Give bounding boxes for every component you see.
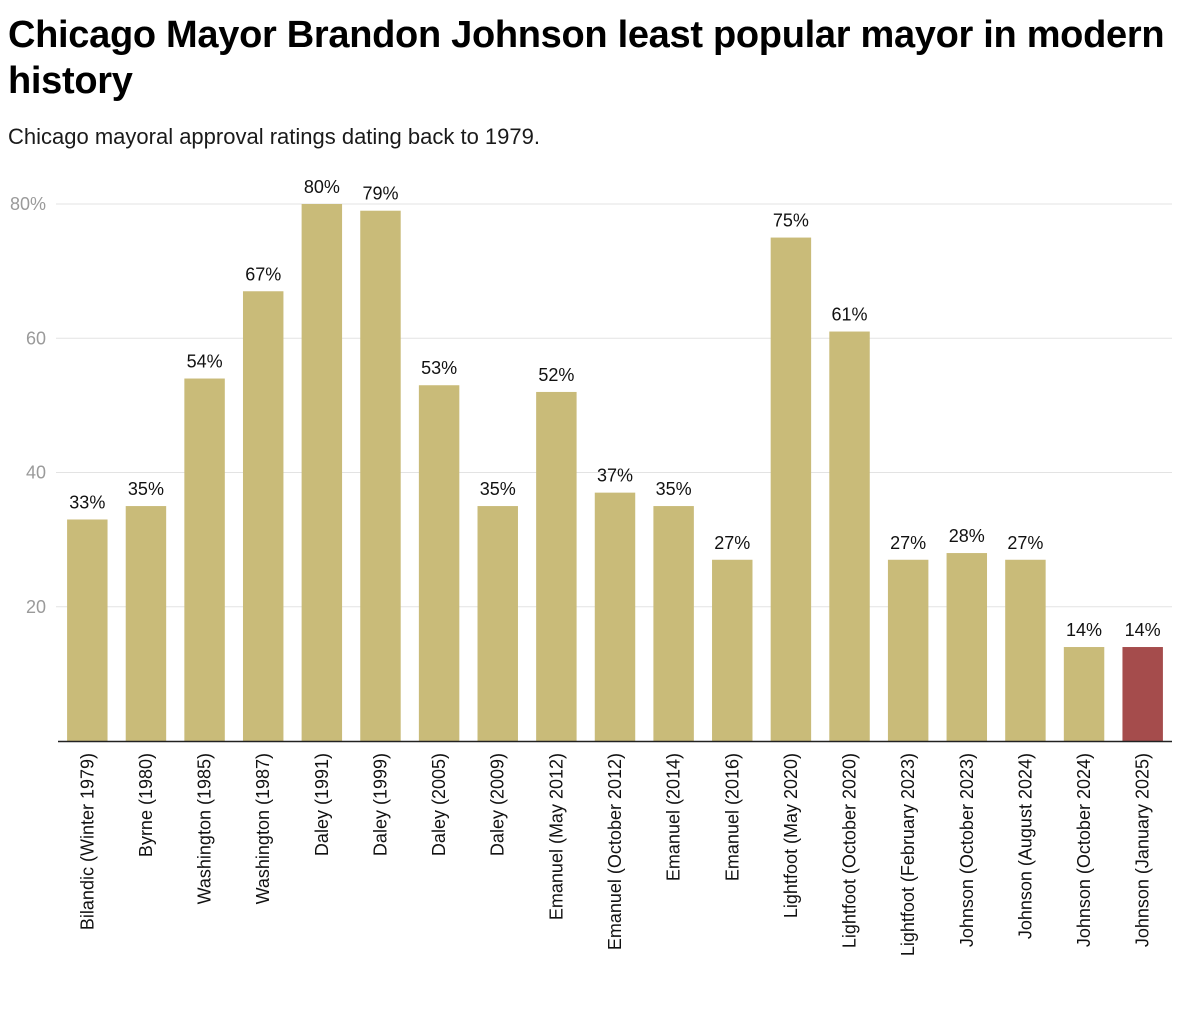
data-label: 80% <box>304 177 340 197</box>
x-tick-label: Daley (1999) <box>370 753 390 856</box>
bar <box>67 519 108 741</box>
bar <box>184 378 225 741</box>
y-tick-label: 60 <box>26 328 46 348</box>
x-axis-labels: Bilandic (Winter 1979) Byrne (1980) Washin… <box>77 753 1152 956</box>
bar <box>242 291 284 741</box>
x-tick-label: Emanuel (2014) <box>664 753 684 881</box>
x-tick-label: Emanuel (May 2012) <box>546 753 566 920</box>
data-label: 75% <box>773 211 809 231</box>
x-tick-label: Daley (2005) <box>429 753 449 856</box>
bar <box>653 506 694 741</box>
data-label: 35% <box>480 479 516 499</box>
x-tick-label: Daley (2009) <box>488 753 508 856</box>
x-tick-label: Emanuel (October 2012) <box>605 753 625 950</box>
x-tick-label: Lightfoot (May 2020) <box>781 753 801 918</box>
data-label: 14% <box>1066 620 1102 640</box>
data-label: 79% <box>362 184 398 204</box>
bar <box>1063 647 1105 741</box>
bar <box>536 391 577 741</box>
x-tick-label: Lightfoot (October 2020) <box>840 753 860 948</box>
bar <box>594 492 636 741</box>
y-tick-label: 80% <box>10 194 46 214</box>
x-tick-label: Bilandic (Winter 1979) <box>77 753 97 930</box>
bar <box>712 559 753 741</box>
y-tick-label: 40 <box>26 463 46 483</box>
bar <box>360 210 401 741</box>
x-tick-label: Byrne (1980) <box>136 753 156 857</box>
data-label: 67% <box>245 264 281 284</box>
data-label: 61% <box>832 305 868 325</box>
x-tick-label: Lightfoot (February 2023) <box>898 753 918 956</box>
x-tick-label: Daley (1991) <box>312 753 332 856</box>
x-tick-label: Johnson (October 2024) <box>1074 753 1094 947</box>
data-label: 28% <box>949 526 985 546</box>
chart-title: Chicago Mayor Brandon Johnson least popu… <box>8 14 1165 102</box>
bar <box>1005 559 1046 741</box>
data-label: 27% <box>714 533 750 553</box>
bars <box>67 204 1163 741</box>
data-label: 27% <box>890 533 926 553</box>
x-tick-label: Washington (1985) <box>195 753 215 904</box>
bar <box>1122 647 1163 741</box>
data-label: 54% <box>187 352 223 372</box>
x-tick-label: Johnson (August 2024) <box>1015 753 1035 939</box>
bar <box>301 204 343 741</box>
y-axis-ticks: 20 40 60 80% <box>10 194 46 617</box>
data-label: 14% <box>1125 620 1161 640</box>
bar <box>125 506 167 741</box>
bar <box>887 559 929 741</box>
bar <box>418 385 460 741</box>
data-label: 35% <box>128 479 164 499</box>
x-tick-label: Emanuel (2016) <box>722 753 742 881</box>
y-tick-label: 20 <box>26 597 46 617</box>
data-label: 33% <box>69 492 105 512</box>
data-label: 52% <box>538 365 574 385</box>
data-label: 37% <box>597 466 633 486</box>
data-labels: 33% 35% 54% 67% 80% 79% 53% 35% 52% 37% 35% 27% 75% 6… <box>69 177 1160 640</box>
bar <box>829 331 870 741</box>
bar <box>477 506 518 741</box>
bar <box>946 553 988 741</box>
x-tick-label: Johnson (January 2025) <box>1133 753 1153 947</box>
x-tick-label: Johnson (October 2023) <box>957 753 977 947</box>
x-tick-label: Washington (1987) <box>253 753 273 904</box>
data-label: 53% <box>421 358 457 378</box>
data-label: 27% <box>1007 533 1043 553</box>
data-label: 35% <box>656 479 692 499</box>
bar <box>770 237 812 741</box>
chart-subtitle: Chicago mayoral approval ratings dating … <box>8 124 540 149</box>
